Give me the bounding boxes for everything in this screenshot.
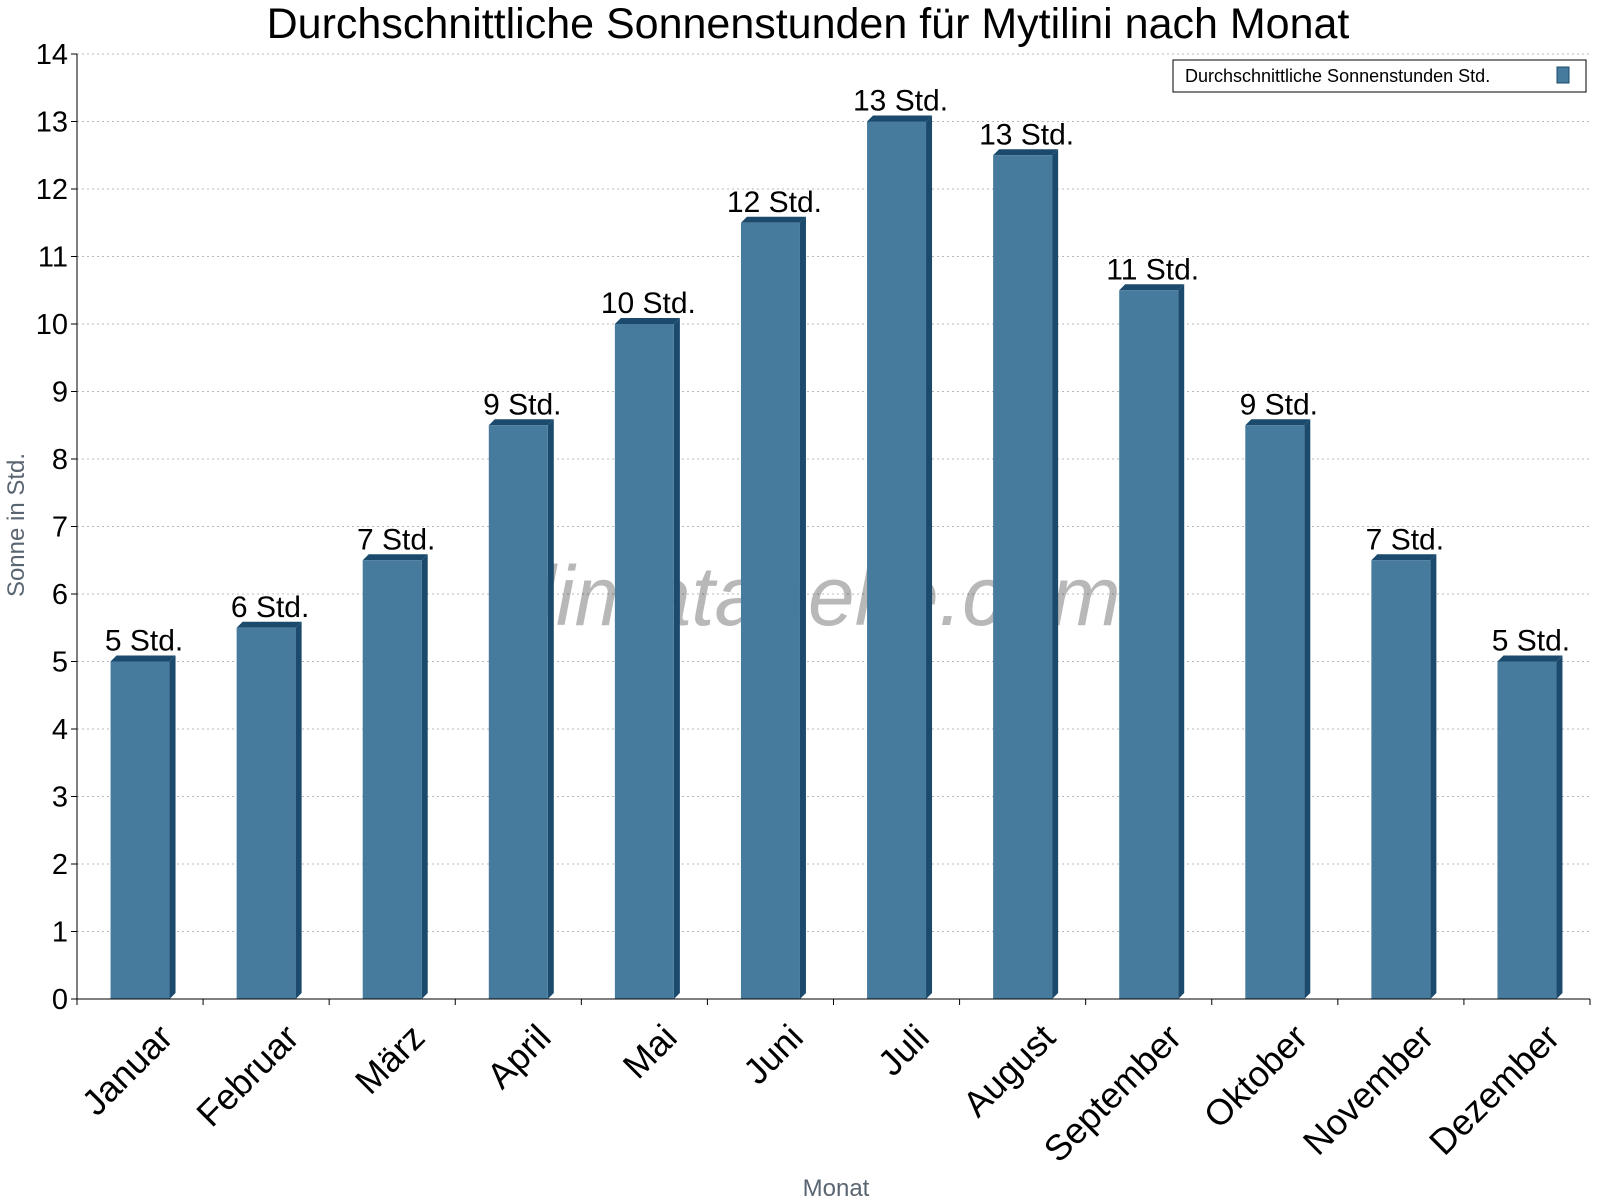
x-tick-label: Dezember <box>1421 1016 1567 1162</box>
y-tick-label: 6 <box>52 579 68 611</box>
y-tick-label: 14 <box>36 39 68 71</box>
bar <box>993 149 1059 999</box>
bar-side <box>673 318 680 999</box>
chart-title: Durchschnittliche Sonnenstunden für Myti… <box>267 0 1350 48</box>
bar-top <box>993 149 1059 156</box>
y-tick-label: 2 <box>52 849 68 881</box>
bar-top <box>110 655 176 662</box>
bar-side <box>295 621 302 999</box>
y-tick-label: 12 <box>36 174 68 206</box>
x-tick-label: Oktober <box>1196 1016 1316 1136</box>
y-tick-label: 4 <box>52 714 68 746</box>
bar-side <box>926 115 933 999</box>
data-label: 7 Std. <box>357 523 435 556</box>
x-tick-label: Mai <box>615 1016 685 1086</box>
data-label: 5 Std. <box>1492 625 1570 658</box>
bars <box>110 115 1563 999</box>
grid <box>77 53 1590 932</box>
bar-face <box>614 324 674 999</box>
y-tick-label: 0 <box>52 984 68 1016</box>
bar-side <box>1556 655 1563 999</box>
bar <box>1245 419 1311 999</box>
y-tick-label: 8 <box>52 444 68 476</box>
bar-face <box>110 661 170 999</box>
bar-face <box>1245 425 1305 999</box>
bar-face <box>362 560 422 999</box>
bar-face <box>867 121 927 999</box>
bar-side <box>547 419 554 999</box>
bar <box>362 554 428 999</box>
data-label: 13 Std. <box>979 118 1074 151</box>
bar-face <box>1119 290 1179 999</box>
bar-side <box>1052 149 1059 999</box>
y-tick-label: 10 <box>36 309 68 341</box>
bar-side <box>1178 284 1185 999</box>
bar <box>614 318 680 999</box>
y-axis-title: Sonne in Std. <box>3 453 30 597</box>
x-tick-label: Februar <box>188 1016 306 1134</box>
y-tick-label: 1 <box>52 917 68 949</box>
data-label: 9 Std. <box>483 388 561 421</box>
bar-side <box>1430 554 1437 999</box>
bar-top <box>740 216 806 223</box>
legend-box <box>1172 59 1587 93</box>
bar-top <box>867 115 933 122</box>
data-label: 9 Std. <box>1240 388 1318 421</box>
y-tick-label: 9 <box>52 377 68 409</box>
bar-top <box>614 318 680 324</box>
bar-top <box>488 419 554 426</box>
data-label: 12 Std. <box>727 186 822 219</box>
y-tick-label: 3 <box>52 782 68 814</box>
bar-face <box>993 155 1053 999</box>
bar-top <box>236 621 302 628</box>
bar <box>488 419 554 999</box>
y-tick-label: 5 <box>52 647 68 679</box>
data-label: 11 Std. <box>1106 253 1199 286</box>
bar-face <box>488 425 548 999</box>
bar-face <box>236 627 296 999</box>
data-label: 10 Std. <box>601 287 696 320</box>
bar-face <box>1497 661 1557 999</box>
bar <box>1497 655 1563 999</box>
legend-swatch <box>1556 66 1570 84</box>
x-tick-label: März <box>347 1016 433 1102</box>
bar-side <box>1304 419 1311 999</box>
data-label: 13 Std. <box>853 85 948 118</box>
x-tick-label: August <box>955 1016 1063 1124</box>
bar <box>867 115 933 999</box>
x-tick-label: Januar <box>74 1016 181 1123</box>
bar-top <box>1497 655 1563 662</box>
bar-top <box>362 554 428 561</box>
x-tick-label: Juni <box>735 1016 811 1092</box>
x-axis-title: Monat <box>803 1175 870 1200</box>
bar <box>1371 554 1437 999</box>
bar-side <box>799 216 806 999</box>
x-tick-label: November <box>1295 1016 1441 1162</box>
y-tick-label: 13 <box>36 107 68 139</box>
legend: Durchschnittliche Sonnenstunden Std. <box>1172 59 1587 93</box>
y-tick-label: 7 <box>52 512 68 544</box>
x-tick-label: Juli <box>870 1016 937 1083</box>
bar-face <box>1371 560 1431 999</box>
data-label: 5 Std. <box>105 625 183 658</box>
legend-label: Durchschnittliche Sonnenstunden Std. <box>1185 66 1490 86</box>
bar <box>1119 284 1185 999</box>
bar-top <box>1119 284 1185 291</box>
bar-top <box>1245 419 1311 426</box>
bar-top <box>1371 554 1437 561</box>
bar-face <box>740 222 800 999</box>
x-tick-label: September <box>1036 1016 1190 1170</box>
bar <box>740 216 806 999</box>
bar-side <box>421 554 428 999</box>
y-tick-label: 11 <box>38 242 68 274</box>
bar-side <box>169 655 176 999</box>
data-label: 7 Std. <box>1366 523 1444 556</box>
bar <box>110 655 176 999</box>
data-label: 6 Std. <box>231 591 309 624</box>
x-tick-label: April <box>479 1016 559 1096</box>
bar <box>236 621 302 999</box>
